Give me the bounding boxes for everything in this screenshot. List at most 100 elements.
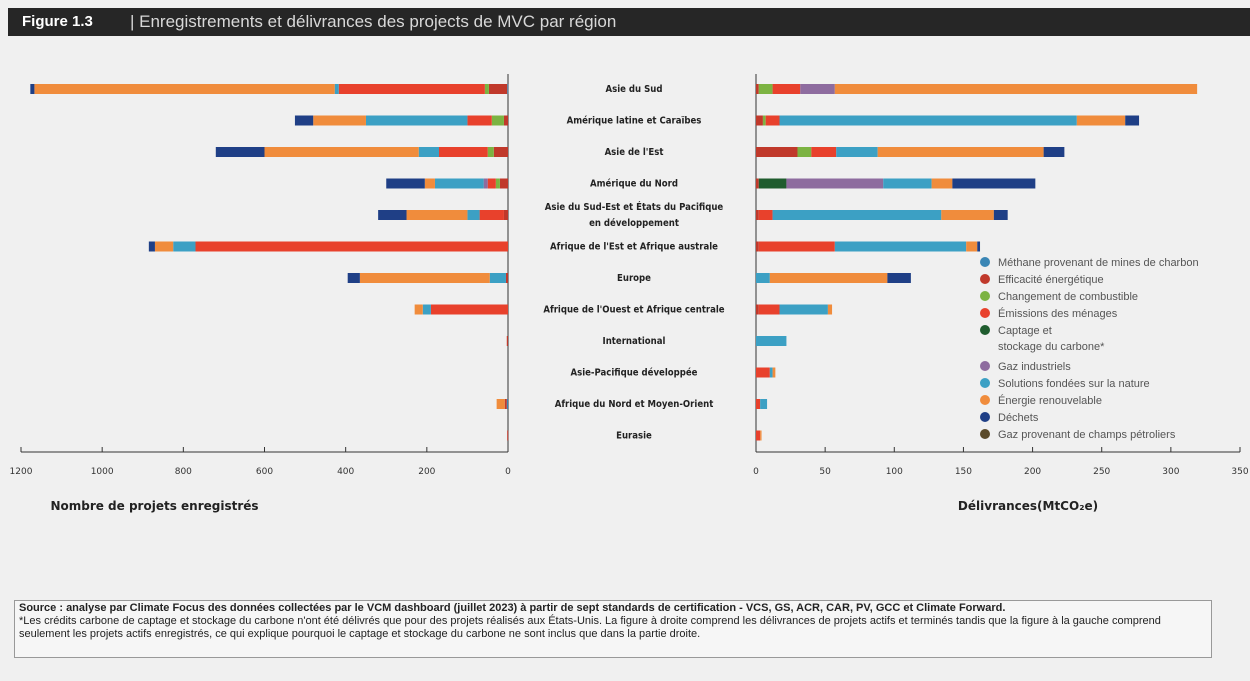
category-label: Afrique de l'Ouest et Afrique centrale <box>543 305 724 316</box>
bar-segment <box>294 115 314 126</box>
category-label: Asie-Pacifique développée <box>571 368 698 379</box>
bar-segment <box>772 84 801 94</box>
bar-segment <box>439 147 488 157</box>
bar-segment <box>756 399 761 409</box>
legend-swatch <box>980 291 990 301</box>
bar-segment <box>758 304 780 315</box>
legend-swatch <box>980 274 990 284</box>
legend-label: Méthane provenant de mines de charbon <box>998 257 1199 269</box>
bar-segment <box>760 399 768 409</box>
x-axis-title: Délivrances(MtCO₂e) <box>958 499 1098 513</box>
bar-segment <box>467 210 480 220</box>
bar-segment <box>507 430 509 441</box>
bar-segment <box>756 210 759 220</box>
bar-segment <box>756 115 763 126</box>
bar-segment <box>507 84 509 94</box>
bar-segment <box>479 210 504 220</box>
bar-segment <box>834 241 967 252</box>
figure-label: Figure 1.3 <box>22 13 93 30</box>
bar-segment <box>487 147 494 157</box>
x-tick-label: 300 <box>1162 467 1179 477</box>
bar-segment <box>758 178 787 189</box>
bar-segment <box>993 210 1008 220</box>
bar-segment <box>424 178 435 189</box>
bar-segment <box>487 178 496 189</box>
bar-segment <box>779 115 1077 126</box>
footnote-text: *Les crédits carbone de captage et stock… <box>19 615 1161 640</box>
legend-swatch <box>980 308 990 318</box>
bar-segment <box>491 115 504 126</box>
bar-segment <box>758 210 773 220</box>
x-tick-label: 400 <box>337 467 354 477</box>
legend-swatch <box>980 412 990 422</box>
bar-segment <box>195 241 508 252</box>
bar-segment <box>760 430 762 441</box>
bar-segment <box>883 178 932 189</box>
x-tick-label: 200 <box>418 467 435 477</box>
bar-segment <box>756 430 761 441</box>
bar-segment <box>877 147 1044 157</box>
category-label: Europe <box>617 273 651 284</box>
bar-segment <box>264 147 419 157</box>
bar-segment <box>365 115 468 126</box>
bar-segment <box>496 399 505 409</box>
bar-segment <box>786 178 884 189</box>
category-label: Afrique de l'Est et Afrique australe <box>550 242 718 253</box>
legend-swatch <box>980 257 990 267</box>
legend-label: Changement de combustible <box>998 291 1138 303</box>
x-tick-label: 1200 <box>10 467 33 477</box>
bar-segment <box>418 147 440 157</box>
bar-segment <box>756 336 787 346</box>
bar-segment <box>434 178 484 189</box>
x-tick-label: 250 <box>1093 467 1110 477</box>
bar-segment <box>756 178 759 189</box>
bar-segment <box>313 115 366 126</box>
bar-segment <box>503 210 508 220</box>
bar-segment <box>386 178 425 189</box>
x-tick-label: 1000 <box>91 467 114 477</box>
category-label: Amérique du Nord <box>590 179 678 190</box>
bar-segment <box>931 178 953 189</box>
bar-segment <box>836 147 878 157</box>
bar-segment <box>334 84 339 94</box>
bar-segment <box>30 84 35 94</box>
bar-segment <box>34 84 335 94</box>
legend-label: Solutions fondées sur la nature <box>998 378 1150 390</box>
legend-label: Déchets <box>998 412 1039 424</box>
bar-segment <box>756 241 759 252</box>
x-tick-label: 50 <box>819 467 831 477</box>
x-tick-label: 150 <box>955 467 972 477</box>
category-label: Asie de l'Est <box>605 147 664 158</box>
legend: Méthane provenant de mines de charbon Eff… <box>980 257 1199 441</box>
figure-title: | Enregistrements et délivrances des pro… <box>130 12 617 31</box>
bar-segment <box>756 304 759 315</box>
bar-segment <box>406 210 468 220</box>
bar-segment <box>1043 147 1065 157</box>
bar-segment <box>779 304 828 315</box>
bar-segment <box>827 304 833 315</box>
bar-segment <box>756 367 770 378</box>
bar-segment <box>378 210 407 220</box>
bar-segment <box>414 304 423 315</box>
bar-segment <box>977 241 981 252</box>
x-tick-label: 0 <box>753 467 759 477</box>
legend-swatch <box>980 429 990 439</box>
x-tick-label: 0 <box>505 467 511 477</box>
bar-segment <box>493 147 508 157</box>
bar-segment <box>756 147 798 157</box>
bar-segment <box>430 304 508 315</box>
bar-segment <box>762 115 766 126</box>
bar-segment <box>811 147 837 157</box>
legend-swatch <box>980 325 990 335</box>
bar-segment <box>966 241 978 252</box>
legend-label: Gaz industriels <box>998 361 1071 373</box>
category-label: Asie du Sud <box>606 84 663 95</box>
legend-label: Efficacité énergétique <box>998 274 1104 286</box>
category-label: International <box>603 336 666 347</box>
bar-segment <box>503 115 508 126</box>
bar-segment <box>483 178 488 189</box>
bar-segment <box>887 273 911 283</box>
bar-segment <box>506 336 508 346</box>
x-tick-label: 200 <box>1024 467 1041 477</box>
